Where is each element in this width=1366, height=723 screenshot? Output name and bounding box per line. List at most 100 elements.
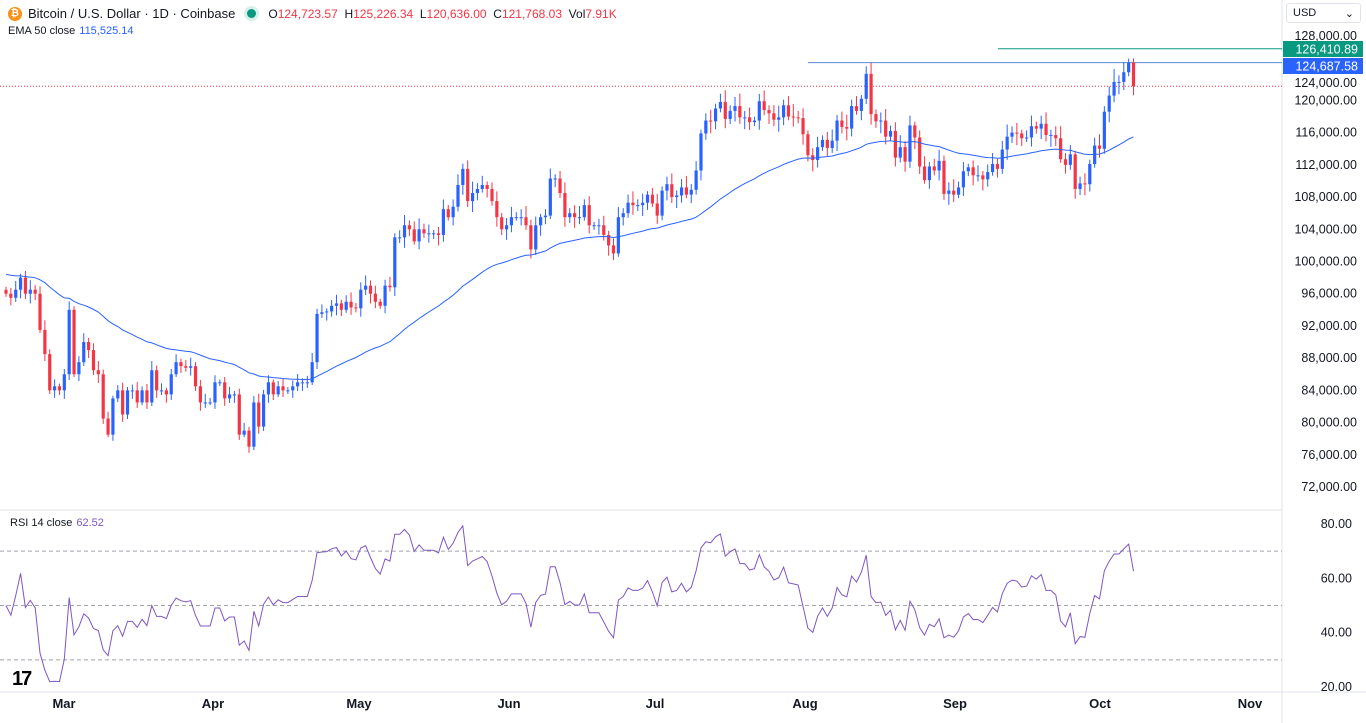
candle-body <box>57 386 62 391</box>
candle-body <box>893 131 897 158</box>
candle-body <box>1025 137 1029 139</box>
candle-body <box>4 289 8 294</box>
candle-body <box>296 382 300 387</box>
candle-body <box>82 342 86 363</box>
candle-body <box>422 229 426 234</box>
ema-line <box>5 136 1134 381</box>
time-axis[interactable]: Mar Apr May Jun Jul Aug Sep Oct Nov <box>52 696 1263 711</box>
candle-body <box>364 285 368 290</box>
candle-body <box>174 362 178 375</box>
price-axis-label: 116,000.00 <box>1295 126 1357 140</box>
ema-legend[interactable]: EMA 50 close 115,525.14 <box>8 25 134 37</box>
candle-body <box>398 237 402 239</box>
candle-body <box>1034 126 1038 129</box>
candle-body <box>908 125 912 162</box>
candle-body <box>990 164 995 173</box>
candle-body <box>121 390 125 415</box>
candle-body <box>116 390 120 399</box>
candle-body <box>747 117 752 123</box>
time-axis-label: Aug <box>792 696 817 711</box>
candle-body <box>193 366 198 387</box>
candle-body <box>782 105 786 118</box>
candle-body <box>1059 138 1063 160</box>
candle-body <box>189 366 193 368</box>
candle-body <box>1073 154 1077 190</box>
candle-body <box>33 289 37 294</box>
price-tag-label: 124,687.58 <box>1295 60 1358 74</box>
candle-body <box>159 390 164 392</box>
candle-body <box>1039 123 1043 129</box>
ohlc-values: O124,723.57 H125,226.34 L120,636.00 C121… <box>268 6 617 21</box>
candle-body <box>660 190 664 216</box>
candle-body <box>9 293 13 298</box>
candle-body <box>383 285 387 306</box>
candle-body <box>495 201 499 218</box>
candle-body <box>524 217 528 226</box>
candle-body <box>786 105 791 117</box>
candle-body <box>320 312 324 314</box>
candle-body <box>573 213 577 218</box>
rsi-legend[interactable]: RSI 14 close 62.52 <box>10 517 104 529</box>
candle-body <box>597 225 601 227</box>
candle-body <box>407 225 411 230</box>
time-axis-label: Jul <box>646 696 665 711</box>
candle-body <box>529 225 533 250</box>
candle-body <box>825 139 829 148</box>
candle-body <box>534 225 538 250</box>
candle-body <box>927 166 931 181</box>
time-axis-label: Nov <box>1238 696 1263 711</box>
price-axis-label: 128,000.00 <box>1294 29 1357 43</box>
time-axis-label: Oct <box>1089 696 1111 711</box>
candle-body <box>713 108 718 122</box>
candle-body <box>840 120 844 128</box>
candle-body <box>208 402 212 404</box>
rsi-axis-label: 20.00 <box>1321 680 1352 694</box>
candle-body <box>446 209 450 218</box>
candle-body <box>1015 132 1019 134</box>
candle-body <box>14 289 18 298</box>
candle-body <box>67 309 71 375</box>
candle-body <box>563 193 567 218</box>
currency-value: USD <box>1293 7 1317 19</box>
candle-body <box>888 131 893 137</box>
candle-body <box>72 309 76 375</box>
candle-body <box>412 229 416 242</box>
candle-body <box>1054 135 1058 139</box>
candle-body <box>1117 81 1121 83</box>
candle-body <box>466 168 470 202</box>
price-tag-bg <box>1283 58 1363 74</box>
rsi-value: 62.52 <box>76 517 104 529</box>
candle-body <box>504 225 509 230</box>
candle-body <box>179 362 183 367</box>
candle-body <box>898 147 902 158</box>
candle-body <box>621 213 625 218</box>
candle-body <box>456 184 460 207</box>
price-axis-label: 76,000.00 <box>1301 448 1357 462</box>
rsi-axis[interactable]: 80.00 60.00 40.00 20.00 <box>1321 517 1352 694</box>
candle-body <box>155 370 159 391</box>
candle-body <box>490 189 494 202</box>
candle-body <box>111 398 115 435</box>
candle-body <box>266 382 271 395</box>
candle-body <box>169 374 173 395</box>
candle-body <box>772 113 776 120</box>
candle-body <box>451 206 455 218</box>
candle-body <box>305 382 309 384</box>
candle-body <box>961 171 966 188</box>
candle-body <box>626 202 630 214</box>
candle-body <box>830 140 834 148</box>
currency-select[interactable]: USD ⌄ <box>1286 3 1361 23</box>
candle-body <box>728 110 732 119</box>
horizontal-lines[interactable] <box>0 48 1282 87</box>
candle-body <box>1005 136 1009 150</box>
candle-body <box>509 217 514 226</box>
candle-body <box>223 382 227 399</box>
symbol-legend[interactable]: ₿ Bitcoin / U.S. Dollar · 1D · Coinbase … <box>8 6 617 21</box>
candle-body <box>441 209 445 235</box>
price-axis-label: 112,000.00 <box>1295 158 1357 172</box>
price-axis-label: 80,000.00 <box>1301 416 1357 430</box>
price-axis[interactable]: 128,000.00 124,000.00 120,000.00 116,000.00… <box>1294 29 1357 494</box>
candle-body <box>801 118 805 135</box>
candle-body <box>261 394 266 427</box>
